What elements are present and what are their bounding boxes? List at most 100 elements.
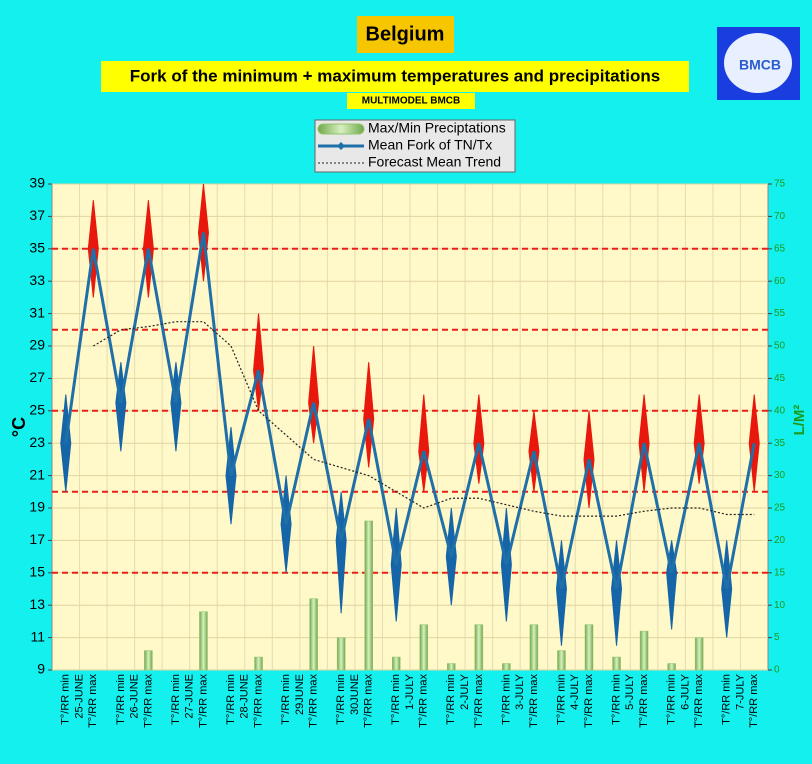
y2-tick-label: 70: [774, 211, 786, 222]
precip-bar: [529, 624, 539, 671]
subtitle-box: [101, 61, 689, 92]
precip-bar: [584, 624, 594, 671]
legend-marker: [337, 142, 345, 150]
precip-bar: [309, 598, 318, 671]
range-diamond: [363, 362, 375, 468]
x-date-label: 29JUNE: [294, 674, 306, 715]
precip-bar: [612, 656, 621, 671]
trend-line: [93, 321, 755, 517]
y2-axis-label: L/M²: [791, 405, 808, 436]
x-date-label: 2-JULY: [459, 673, 471, 710]
precip-bar: [639, 630, 649, 671]
y2-tick-label: 20: [774, 535, 786, 546]
x-tick-label: T°/RR max: [748, 674, 760, 728]
x-tick-label: T°/RR min: [390, 674, 402, 725]
x-tick-label: T°/RR min: [721, 674, 733, 725]
y-tick-label: 23: [29, 434, 45, 450]
chart-subtitle: Fork of the minimum + maximum temperatur…: [130, 66, 660, 85]
x-tick-label: T°/RR max: [142, 674, 154, 728]
x-date-label: 27-JUNE: [184, 674, 196, 719]
precip-bar: [502, 663, 511, 671]
x-tick-label: T°/RR max: [308, 674, 320, 728]
note-box: [347, 93, 475, 109]
x-date-label: 5-JULY: [624, 673, 636, 710]
precip-bar: [199, 611, 208, 671]
y-tick-label: 33: [29, 272, 45, 288]
precip-bar: [364, 520, 373, 671]
y2-tick-label: 65: [774, 243, 786, 254]
x-tick-label: T°/RR max: [197, 674, 209, 728]
y-tick-label: 21: [29, 466, 45, 482]
y2-tick-label: 5: [774, 632, 780, 643]
legend-swatch: [317, 123, 365, 135]
x-tick-label: T°/RR min: [170, 674, 182, 725]
legend-label: Mean Fork of TN/Tx: [368, 137, 492, 153]
y-tick-label: 39: [29, 175, 45, 191]
y2-tick-label: 60: [774, 276, 786, 287]
precip-bar: [447, 663, 456, 671]
y-tick-label: 29: [29, 337, 45, 353]
x-tick-label: T°/RR min: [115, 674, 127, 725]
y2-tick-label: 10: [774, 600, 786, 611]
y-tick-label: 31: [29, 304, 45, 320]
x-tick-label: T°/RR max: [638, 674, 650, 728]
legend-label: Max/Min Preciptations: [368, 120, 506, 136]
precip-bar: [254, 656, 263, 671]
y2-tick-label: 55: [774, 308, 786, 319]
y-tick-label: 27: [29, 369, 45, 385]
y2-tick-label: 15: [774, 567, 786, 578]
y-tick-label: 37: [29, 207, 45, 223]
x-tick-label: T°/RR min: [555, 674, 567, 725]
x-date-label: 6-JULY: [679, 673, 691, 710]
y-tick-label: 11: [30, 628, 45, 644]
precip-bar: [419, 624, 429, 671]
y2-tick-label: 30: [774, 470, 786, 481]
y-tick-label: 25: [29, 402, 45, 418]
x-tick-label: T°/RR min: [666, 674, 678, 725]
y-tick-label: 13: [29, 596, 45, 612]
y2-tick-label: 35: [774, 438, 786, 449]
x-tick-label: T°/RR min: [280, 674, 292, 725]
x-tick-label: T°/RR max: [473, 674, 485, 728]
precip-bar: [667, 663, 676, 671]
y2-tick-label: 50: [774, 341, 786, 352]
y-tick-label: 15: [29, 564, 45, 580]
x-date-label: 25-JUNE: [73, 674, 85, 719]
x-date-label: 30JUNE: [349, 674, 361, 715]
x-date-label: 7-JULY: [734, 673, 746, 710]
y2-tick-label: 75: [774, 179, 786, 190]
x-tick-label: T°/RR min: [445, 674, 457, 725]
x-tick-label: T°/RR min: [500, 674, 512, 725]
y-tick-label: 17: [29, 531, 45, 547]
x-tick-label: T°/RR min: [335, 674, 347, 725]
y2-tick-label: 45: [774, 373, 786, 384]
mean-line: [64, 232, 756, 590]
precip-bar: [557, 650, 566, 671]
precip-bar: [144, 650, 153, 671]
chart-title: Belgium: [366, 23, 445, 45]
x-tick-label: T°/RR max: [87, 674, 99, 728]
y-tick-label: 9: [37, 661, 45, 677]
precip-bar: [694, 637, 704, 671]
x-date-label: 1-JULY: [404, 673, 416, 710]
x-tick-label: T°/RR max: [252, 674, 264, 728]
y2-tick-label: 25: [774, 503, 786, 514]
legend-label: Forecast Mean Trend: [368, 154, 501, 170]
chart-note: MULTIMODEL BMCB: [362, 96, 461, 107]
x-tick-label: T°/RR max: [528, 674, 540, 728]
x-date-label: 26-JUNE: [129, 674, 141, 719]
x-date-label: 28-JUNE: [239, 674, 251, 719]
y-axis-label: °C: [9, 417, 29, 437]
x-tick-label: T°/RR max: [363, 674, 375, 728]
logo-disc: [724, 33, 792, 93]
title-box: [357, 16, 454, 53]
y2-tick-label: 40: [774, 405, 786, 416]
x-tick-label: T°/RR max: [583, 674, 595, 728]
logo-text: BMCB: [739, 57, 781, 73]
y-tick-label: 35: [29, 240, 45, 256]
precip-bar: [336, 637, 346, 671]
precip-bar: [474, 624, 484, 671]
x-tick-label: T°/RR min: [610, 674, 622, 725]
x-tick-label: T°/RR min: [225, 674, 237, 725]
